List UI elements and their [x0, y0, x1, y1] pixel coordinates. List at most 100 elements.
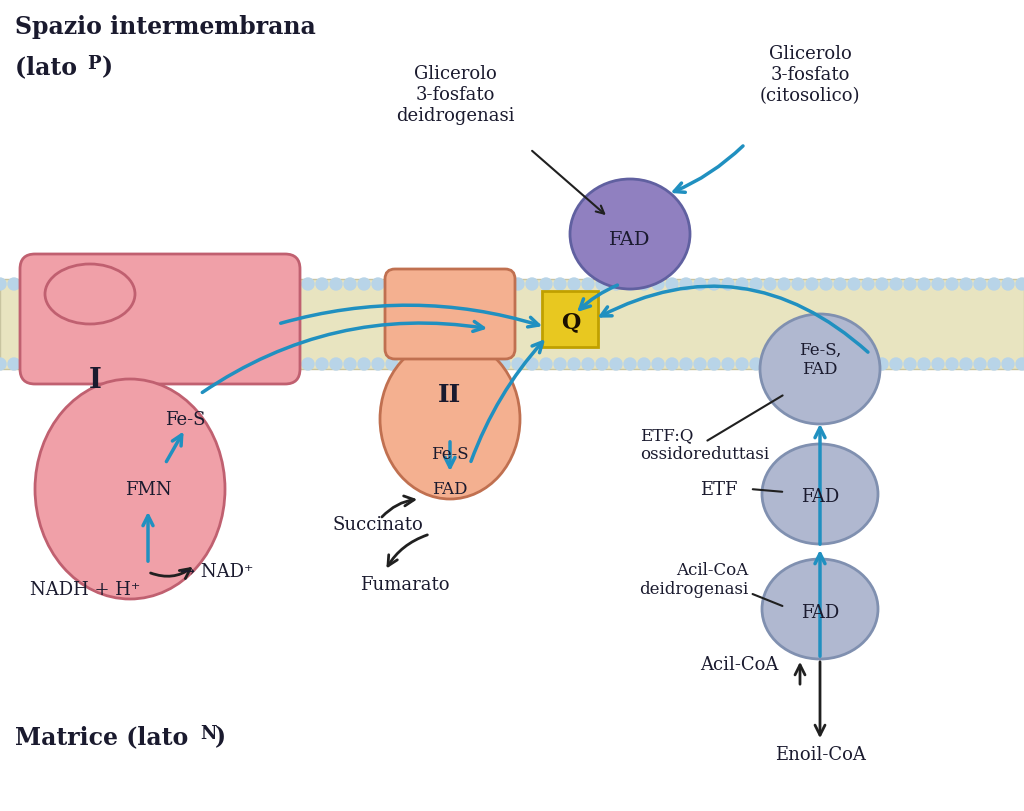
Circle shape	[386, 279, 398, 290]
Circle shape	[722, 279, 734, 290]
Circle shape	[78, 279, 90, 290]
Circle shape	[134, 279, 146, 290]
Circle shape	[918, 358, 930, 371]
Circle shape	[820, 358, 831, 371]
Circle shape	[414, 358, 426, 371]
Circle shape	[764, 358, 776, 371]
Circle shape	[330, 279, 342, 290]
Circle shape	[358, 279, 370, 290]
Circle shape	[820, 279, 831, 290]
Circle shape	[834, 358, 846, 371]
Circle shape	[36, 358, 48, 371]
Circle shape	[862, 279, 874, 290]
Text: FAD: FAD	[609, 230, 650, 249]
Circle shape	[0, 279, 6, 290]
Circle shape	[988, 279, 1000, 290]
Ellipse shape	[570, 180, 690, 290]
Circle shape	[246, 358, 258, 371]
Circle shape	[848, 279, 860, 290]
Circle shape	[610, 358, 622, 371]
Circle shape	[988, 358, 1000, 371]
Circle shape	[1002, 279, 1014, 290]
Circle shape	[526, 358, 538, 371]
Circle shape	[204, 358, 216, 371]
Circle shape	[498, 279, 510, 290]
Circle shape	[22, 279, 34, 290]
Circle shape	[218, 279, 230, 290]
Text: Fumarato: Fumarato	[360, 575, 450, 594]
Circle shape	[50, 279, 62, 290]
Circle shape	[1016, 279, 1024, 290]
Text: Enoil-CoA: Enoil-CoA	[774, 745, 865, 763]
Ellipse shape	[762, 560, 878, 659]
Circle shape	[428, 279, 440, 290]
Circle shape	[65, 279, 76, 290]
Circle shape	[638, 358, 650, 371]
Circle shape	[344, 358, 356, 371]
Text: P: P	[87, 55, 100, 73]
Circle shape	[218, 358, 230, 371]
Circle shape	[190, 358, 202, 371]
Circle shape	[722, 358, 734, 371]
FancyBboxPatch shape	[20, 255, 300, 384]
Text: FMN: FMN	[125, 480, 171, 499]
Circle shape	[512, 358, 524, 371]
Circle shape	[65, 358, 76, 371]
Text: Q: Q	[561, 311, 581, 333]
Circle shape	[526, 279, 538, 290]
Circle shape	[232, 358, 244, 371]
Text: I: I	[88, 366, 101, 393]
Circle shape	[484, 279, 496, 290]
Text: FAD: FAD	[801, 487, 839, 505]
Circle shape	[568, 358, 580, 371]
Circle shape	[120, 358, 132, 371]
Text: Glicerolo
3-fosfato
deidrogenasi: Glicerolo 3-fosfato deidrogenasi	[395, 65, 514, 125]
Circle shape	[372, 279, 384, 290]
Circle shape	[904, 279, 916, 290]
Ellipse shape	[762, 444, 878, 544]
Circle shape	[680, 279, 692, 290]
Circle shape	[862, 358, 874, 371]
Circle shape	[596, 358, 608, 371]
Circle shape	[442, 279, 454, 290]
Circle shape	[176, 279, 188, 290]
Circle shape	[148, 358, 160, 371]
Circle shape	[540, 279, 552, 290]
Circle shape	[92, 358, 104, 371]
Circle shape	[582, 279, 594, 290]
Circle shape	[932, 279, 944, 290]
Text: Acil-CoA
deidrogenasi: Acil-CoA deidrogenasi	[639, 561, 748, 598]
Circle shape	[708, 358, 720, 371]
Circle shape	[568, 279, 580, 290]
Circle shape	[959, 358, 972, 371]
Circle shape	[344, 279, 356, 290]
Circle shape	[694, 279, 706, 290]
Circle shape	[764, 279, 776, 290]
Circle shape	[750, 279, 762, 290]
Circle shape	[78, 358, 90, 371]
Circle shape	[456, 279, 468, 290]
Circle shape	[120, 279, 132, 290]
Circle shape	[316, 279, 328, 290]
Text: II: II	[438, 383, 462, 406]
Circle shape	[736, 279, 748, 290]
Circle shape	[890, 358, 902, 371]
Circle shape	[974, 358, 986, 371]
Text: FAD: FAD	[801, 603, 839, 621]
Circle shape	[484, 358, 496, 371]
Circle shape	[92, 279, 104, 290]
Circle shape	[750, 358, 762, 371]
Circle shape	[708, 279, 720, 290]
Circle shape	[834, 279, 846, 290]
FancyBboxPatch shape	[542, 292, 598, 348]
Circle shape	[442, 358, 454, 371]
Circle shape	[918, 279, 930, 290]
Circle shape	[456, 358, 468, 371]
Circle shape	[792, 358, 804, 371]
Text: ETF:Q
ossidoreduttasi: ETF:Q ossidoreduttasi	[640, 426, 769, 463]
Text: Fe-S: Fe-S	[431, 446, 469, 463]
Circle shape	[904, 358, 916, 371]
Text: Glicerolo
3-fosfato
(citosolico): Glicerolo 3-fosfato (citosolico)	[760, 45, 860, 105]
Circle shape	[148, 279, 160, 290]
Text: FAD: FAD	[432, 481, 468, 498]
